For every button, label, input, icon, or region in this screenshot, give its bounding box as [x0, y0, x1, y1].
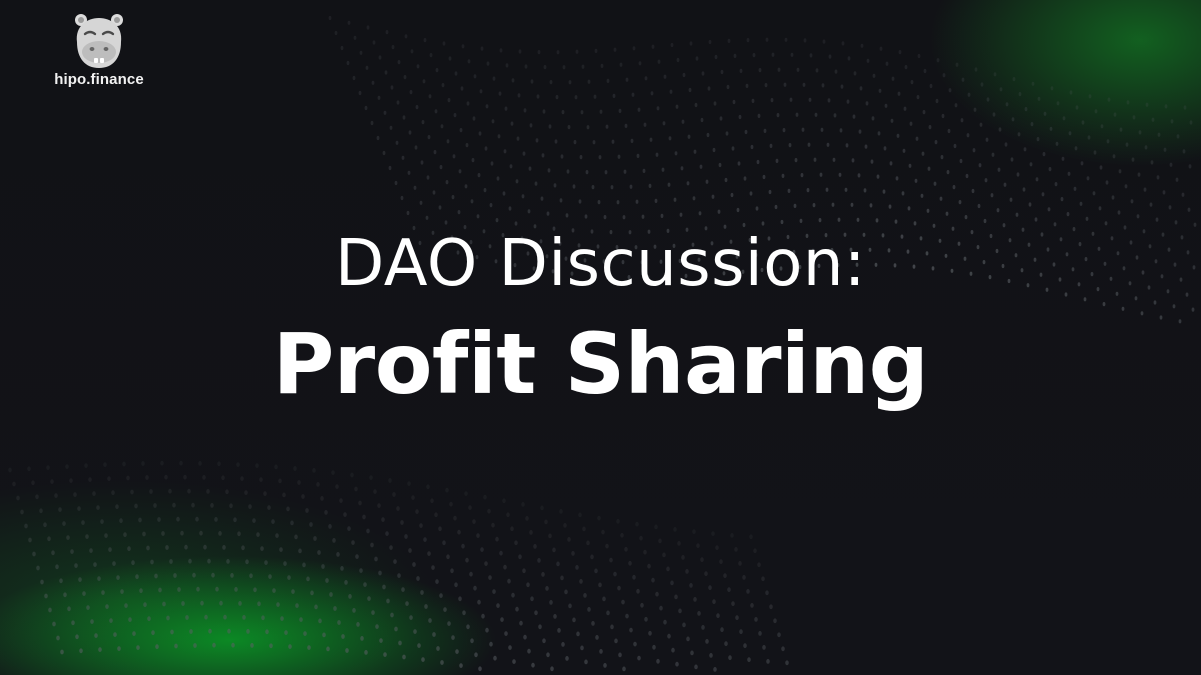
- headline-line-1: DAO Discussion:: [335, 227, 866, 301]
- brand-logo: hipo.finance: [48, 12, 150, 96]
- headline-line-2: Profit Sharing: [272, 315, 929, 413]
- hippo-icon: [75, 14, 123, 68]
- brand-name: hipo.finance: [54, 71, 144, 88]
- headline: DAO Discussion: Profit Sharing: [0, 222, 1201, 420]
